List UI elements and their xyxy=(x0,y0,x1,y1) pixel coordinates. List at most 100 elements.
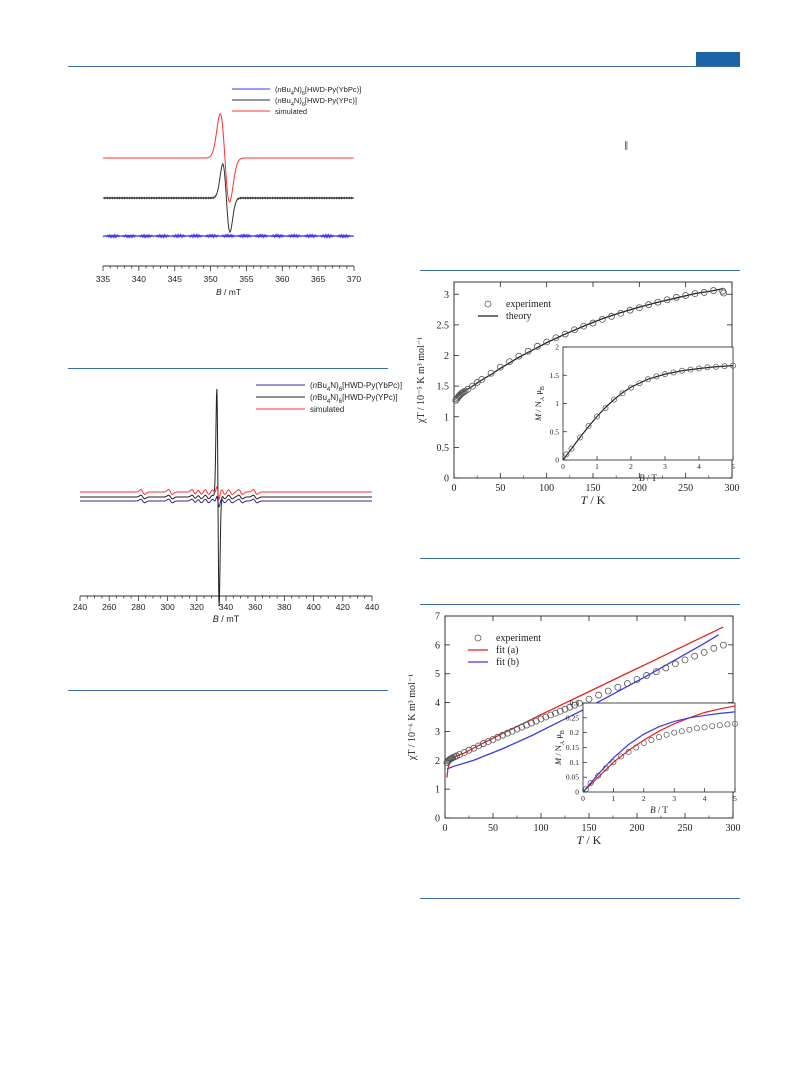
data-point xyxy=(503,729,511,737)
inset-data-point xyxy=(687,366,694,373)
x-axis: 240 260 280 300 320 340 360 380 400 420 440 B / mT xyxy=(73,595,379,624)
x-axis-label: T / K xyxy=(581,493,606,507)
data-point xyxy=(672,660,679,668)
y-tick-label: 1 xyxy=(444,412,449,423)
inset-plot: 0 1 2 3 4 5 0 0.5 1 1.5 2 B / T M / NA μB xyxy=(533,343,736,483)
inset-y-tick-label: 0.5 xyxy=(550,427,560,436)
x-tick-label: 350 xyxy=(203,274,217,284)
x-tick-label: 335 xyxy=(96,274,110,284)
x-tick-label: 200 xyxy=(630,823,645,834)
data-point xyxy=(508,727,516,735)
inset-data-point xyxy=(709,723,716,730)
data-point xyxy=(534,342,541,350)
x-tick-label: 150 xyxy=(582,823,597,834)
data-point xyxy=(633,676,641,683)
inset-data-point xyxy=(602,765,609,772)
x-tick-label: 280 xyxy=(131,602,145,612)
fit-line xyxy=(455,288,723,399)
trace-2 xyxy=(103,113,354,203)
inset-data-point xyxy=(619,390,626,397)
x-tick-label: 0 xyxy=(443,823,448,834)
inset-y-tick-label: 0.1 xyxy=(570,758,580,767)
inset-data-point xyxy=(713,363,719,370)
x-tick-label: 300 xyxy=(161,602,175,612)
legend-label: theory xyxy=(506,311,532,322)
data-point xyxy=(595,691,602,699)
inset-data-point xyxy=(602,405,609,411)
figure-3-top-rule xyxy=(420,270,740,271)
x-tick-label: 0 xyxy=(452,483,457,494)
x-tick-label: 50 xyxy=(495,483,505,494)
inset-data-point xyxy=(678,728,685,735)
data-point xyxy=(645,301,652,309)
data-point xyxy=(617,309,625,317)
data-point xyxy=(496,363,504,371)
data-point xyxy=(528,719,535,727)
inset-frame xyxy=(562,346,734,461)
inset-data-point xyxy=(587,780,594,787)
header-tab xyxy=(696,52,740,66)
inset-data-point xyxy=(730,362,736,369)
data-point xyxy=(598,315,606,323)
data-point xyxy=(624,680,631,687)
x-tick-label: 200 xyxy=(632,483,647,494)
data-point xyxy=(458,390,465,397)
data-point xyxy=(571,701,578,709)
data-point xyxy=(635,304,643,312)
data-point xyxy=(524,347,532,355)
y-tick-label: 5 xyxy=(435,669,440,680)
figure-4-top-rule xyxy=(420,604,740,605)
data-point xyxy=(465,746,473,754)
inset-data-point xyxy=(568,445,575,452)
inset-data-point xyxy=(577,434,583,441)
inset-data-point xyxy=(594,413,600,420)
inset-data-point xyxy=(686,726,693,733)
data-point xyxy=(478,375,486,383)
data-point xyxy=(580,322,588,330)
data-point xyxy=(552,709,559,717)
inset-data-point xyxy=(640,740,647,747)
data-point xyxy=(506,358,514,366)
inset-y-tick-label: 0.15 xyxy=(566,743,579,752)
inset-data-point xyxy=(636,380,643,387)
inset-plot: 0 1 2 3 4 5 0 0.05 0.1 0.15 0.2 0.25 0.3 B / T M / NA … xyxy=(553,699,738,815)
data-point xyxy=(499,731,507,739)
data-point xyxy=(604,687,612,695)
data-point xyxy=(663,296,671,304)
figure-3-bottom-rule xyxy=(420,558,740,559)
x-tick-label: 345 xyxy=(168,274,182,284)
x-tick-label: 50 xyxy=(488,823,498,834)
data-point xyxy=(700,289,708,296)
trace-2 xyxy=(80,485,372,500)
figure-4-bottom-rule xyxy=(420,898,740,899)
inset-x-tick-label: 3 xyxy=(672,794,676,803)
y-tick-label: 0 xyxy=(435,814,440,825)
y-axis-label: χT / 10⁻⁶ K m³ mol⁻¹ xyxy=(407,674,418,761)
inset-data-point xyxy=(585,423,592,430)
legend-label: experiment xyxy=(496,633,541,644)
legend-label: fit (a) xyxy=(496,645,519,656)
spectrum-traces xyxy=(102,113,355,240)
x-tick-label: 370 xyxy=(347,274,361,284)
data-point xyxy=(571,326,578,334)
inset-data-point xyxy=(618,753,624,760)
inset-data-point xyxy=(716,722,723,729)
data-point xyxy=(469,382,476,390)
data-point xyxy=(654,298,662,306)
data-point xyxy=(614,683,622,691)
inset-data-point xyxy=(645,376,651,383)
x-tick-label: 340 xyxy=(219,602,233,612)
inset-x-tick-label: 5 xyxy=(733,794,737,803)
data-point xyxy=(682,292,690,299)
inset-y-tick-label: 2 xyxy=(555,343,559,352)
data-point xyxy=(700,648,708,656)
data-point xyxy=(691,652,698,660)
figure-1-bottom-rule xyxy=(68,368,388,369)
inset-data-point xyxy=(704,364,711,371)
inset-data-point xyxy=(662,371,668,378)
inset-data-point xyxy=(724,721,731,728)
data-point xyxy=(543,338,551,346)
legend-marker xyxy=(484,300,492,308)
